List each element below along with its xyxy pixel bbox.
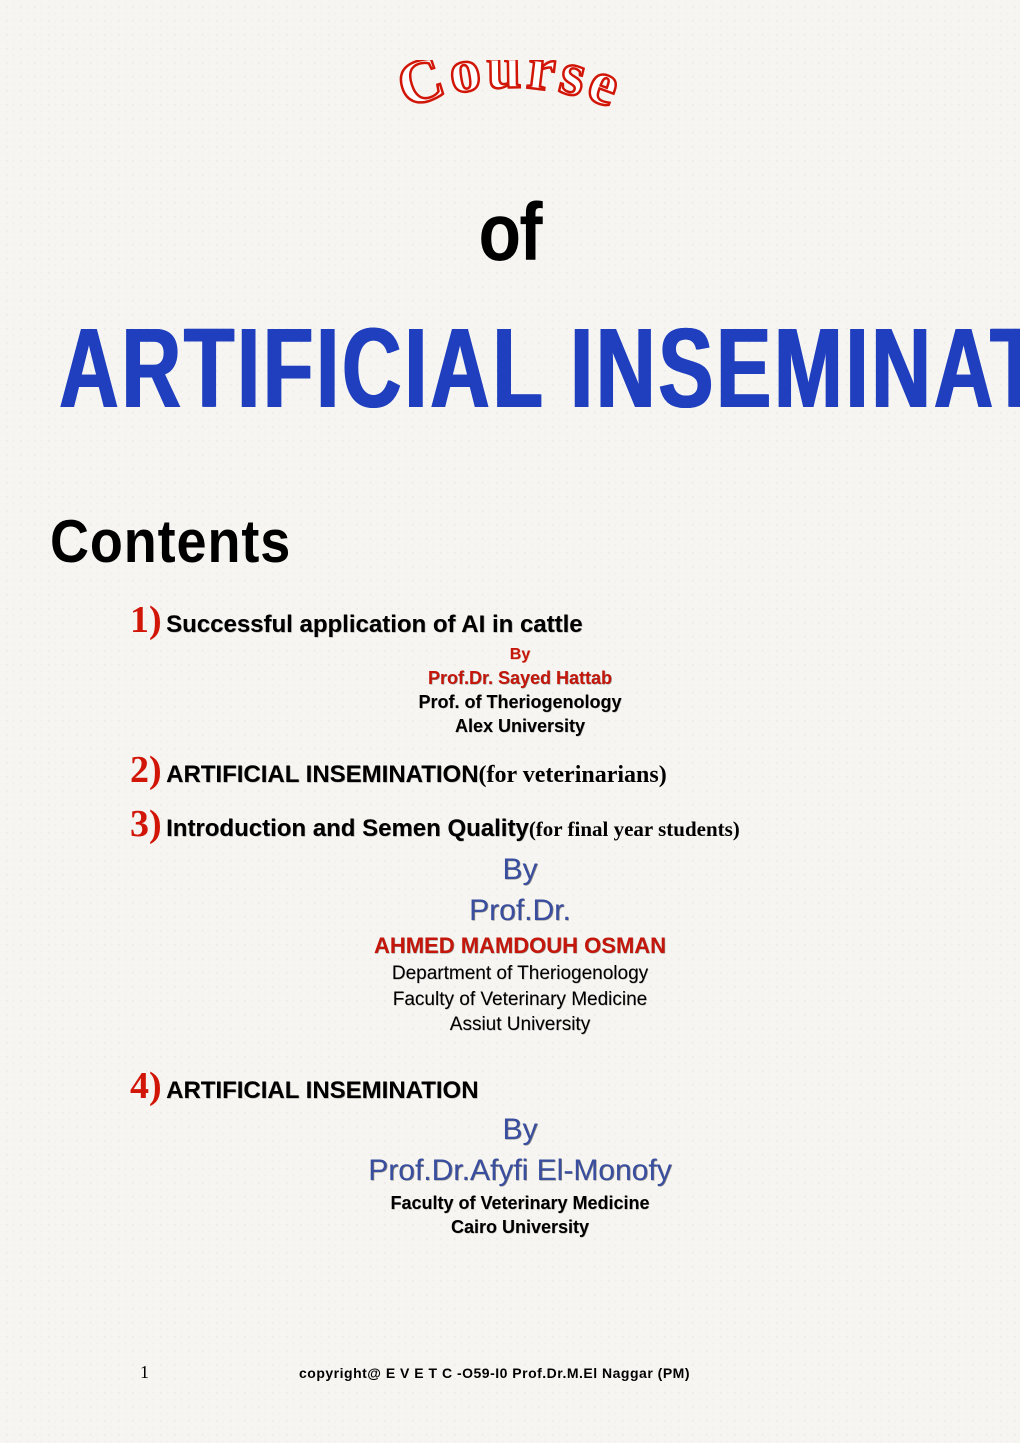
entry-meta: By Prof.Dr. Sayed Hattab Prof. of Therio…	[130, 644, 910, 738]
affiliation-line: Faculty of Veterinary Medicine	[130, 1191, 910, 1215]
of-text: of	[479, 186, 541, 280]
contents-heading: Contents	[50, 507, 878, 576]
contents-entry-1: 1) Successful application of AI in cattl…	[130, 598, 910, 738]
contents-entry-2: 2) ARTIFICIAL INSEMINATION(for veterinar…	[130, 748, 910, 792]
course-arched-text: Course	[389, 60, 633, 122]
course-textpath: Course	[389, 60, 633, 122]
affiliation-line: Cairo University	[130, 1215, 910, 1239]
title-artificial-insemination: ARTIFICIAL INSEMINATION	[59, 303, 961, 434]
professor-name: Prof.Dr.Afyfi El-Monofy	[130, 1151, 910, 1192]
entry-suffix: (for veterinarians)	[479, 762, 667, 788]
entry-number: 3)	[130, 803, 162, 845]
affiliation-line: Assiut University	[130, 1012, 910, 1038]
entry-topic: ARTIFICIAL INSEMINATION	[166, 761, 478, 788]
contents-entry-4: 4) ARTIFICIAL INSEMINATION By Prof.Dr.Af…	[130, 1064, 910, 1240]
entry-number: 4)	[130, 1065, 162, 1107]
entry-topic: ARTIFICIAL INSEMINATION	[166, 1077, 478, 1104]
entry-topic: Successful application of AI in cattle	[166, 611, 583, 638]
entry-meta: By Prof.Dr. AHMED MAMDOUH OSMAN Departme…	[130, 850, 910, 1038]
affiliation-line: Faculty of Veterinary Medicine	[130, 987, 910, 1013]
by-label: By	[130, 850, 910, 891]
professor-name: Prof.Dr. Sayed Hattab	[130, 666, 910, 690]
entry-number: 1)	[130, 599, 162, 641]
entry-meta: By Prof.Dr.Afyfi El-Monofy Faculty of Ve…	[130, 1110, 910, 1240]
title-word-course: Course	[280, 60, 740, 180]
title-block: Course of ARTIFICIAL INSEMINATION	[50, 60, 970, 417]
professor-name: AHMED MAMDOUH OSMAN	[130, 931, 910, 961]
affiliation-line: Department of Theriogenology	[130, 961, 910, 987]
contents-entry-3: 3) Introduction and Semen Quality(for fi…	[130, 802, 910, 1038]
copyright-line: copyright@ E V E T C -O59-I0 Prof.Dr.M.E…	[299, 1365, 690, 1381]
by-label: By	[130, 1110, 910, 1151]
title-word-of: of	[50, 180, 970, 280]
page-number: 1	[140, 1362, 149, 1383]
entry-number: 2)	[130, 749, 162, 791]
document-page: Course of ARTIFICIAL INSEMINATION Conten…	[0, 0, 1020, 1443]
entry-topic: Introduction and Semen Quality	[166, 815, 529, 842]
affiliation-line: Alex University	[130, 714, 910, 738]
entry-suffix: (for final year students)	[529, 817, 740, 841]
by-label: By	[130, 644, 910, 666]
professor-prefix: Prof.Dr.	[130, 891, 910, 932]
affiliation-line: Prof. of Theriogenology	[130, 690, 910, 714]
page-footer: 1 copyright@ E V E T C -O59-I0 Prof.Dr.M…	[0, 1362, 1020, 1383]
contents-list: 1) Successful application of AI in cattl…	[50, 598, 970, 1240]
